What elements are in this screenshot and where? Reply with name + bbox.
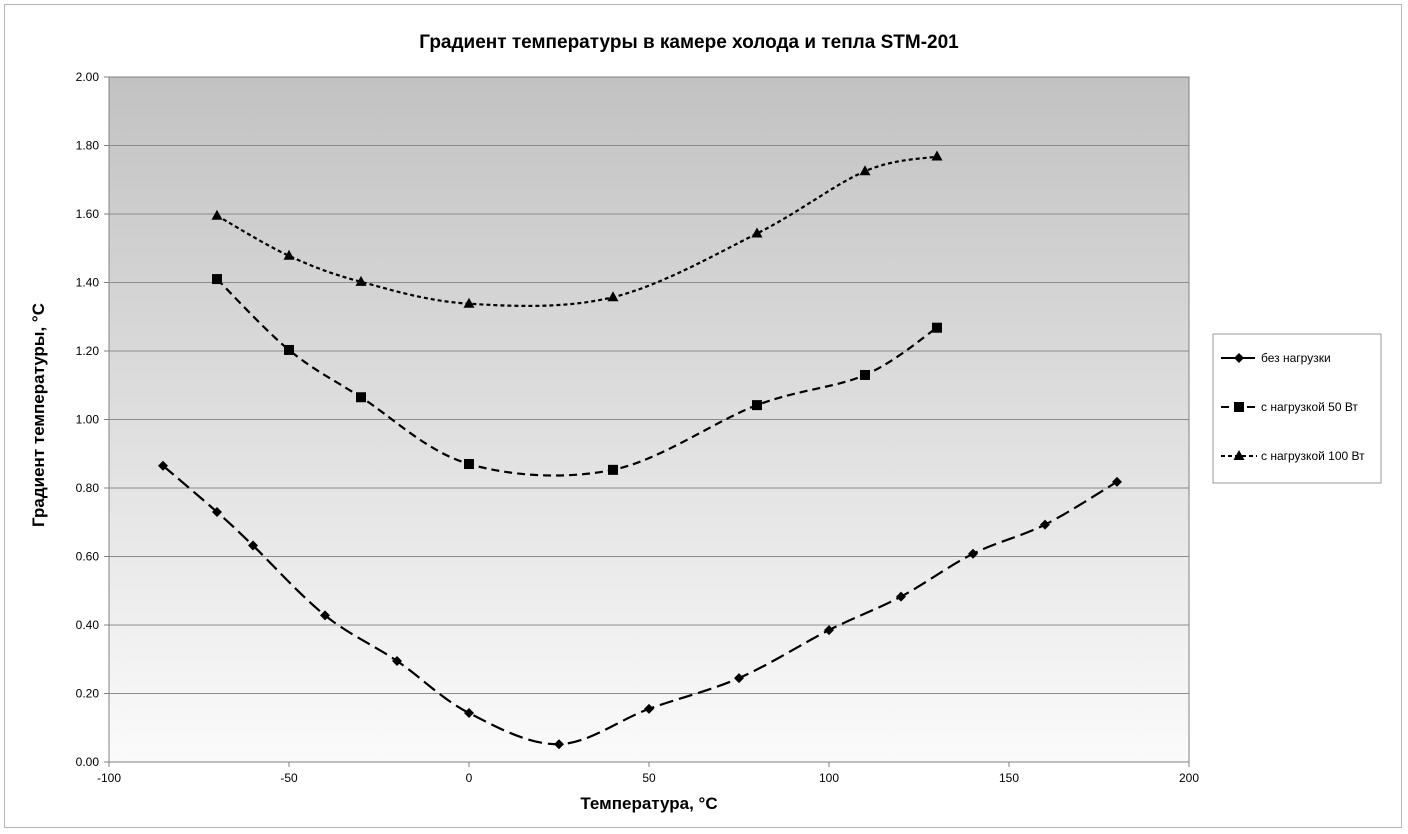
data-point bbox=[860, 369, 870, 380]
series-2 bbox=[212, 274, 942, 477]
y-tick-label: 0.00 bbox=[76, 755, 100, 769]
data-point bbox=[356, 392, 366, 403]
data-point bbox=[355, 275, 367, 286]
data-point bbox=[464, 459, 474, 470]
data-point bbox=[824, 625, 834, 636]
x-tick-label: 100 bbox=[819, 771, 839, 785]
series-layer bbox=[158, 150, 1122, 750]
chart-title: Градиент температуры в камере холода и т… bbox=[419, 32, 959, 53]
series-line bbox=[216, 155, 938, 307]
legend-label: без нагрузки bbox=[1261, 351, 1331, 365]
data-point bbox=[734, 673, 744, 684]
legend-marker bbox=[1234, 353, 1244, 363]
data-point bbox=[859, 165, 871, 176]
tick-layer: 0.00 0.20 0.40 0.60 0.80 1.00 1.20 1.40 1.60 1.80… bbox=[76, 70, 1200, 785]
series-line bbox=[162, 464, 1118, 746]
data-point bbox=[392, 655, 402, 666]
data-point bbox=[607, 291, 619, 302]
data-point bbox=[212, 506, 222, 517]
data-point bbox=[464, 708, 474, 719]
data-point bbox=[158, 460, 168, 471]
data-point bbox=[1040, 519, 1050, 530]
y-tick-label: 1.80 bbox=[76, 139, 100, 153]
legend: без нагрузки с нагрузкой 50 Вт с нагрузкой… bbox=[1212, 333, 1382, 484]
x-tick-label: 50 bbox=[642, 771, 656, 785]
x-tick-label: 200 bbox=[1179, 771, 1199, 785]
legend-items: без нагрузки с нагрузкой 50 Вт с нагрузкой… bbox=[1221, 351, 1365, 463]
y-tick-label: 0.20 bbox=[76, 687, 100, 701]
data-point bbox=[284, 344, 294, 355]
data-point bbox=[554, 739, 564, 750]
y-tick-label: 1.20 bbox=[76, 344, 100, 358]
chart-svg: Градиент температуры в камере холода и т… bbox=[29, 32, 1382, 813]
legend-label: с нагрузкой 100 Вт bbox=[1261, 449, 1365, 463]
data-point bbox=[644, 703, 654, 714]
y-tick-label: 1.60 bbox=[76, 207, 100, 221]
x-tick-label: 0 bbox=[466, 771, 473, 785]
series-3 bbox=[211, 150, 943, 308]
y-tick-label: 0.40 bbox=[76, 618, 100, 632]
y-tick-label: 0.80 bbox=[76, 481, 100, 495]
y-tick-label: 1.00 bbox=[76, 413, 100, 427]
data-point bbox=[751, 227, 763, 238]
y-tick-label: 1.40 bbox=[76, 276, 100, 290]
data-point bbox=[283, 249, 295, 260]
grid-layer bbox=[109, 145, 1189, 694]
data-point bbox=[931, 150, 943, 161]
data-point bbox=[932, 322, 942, 333]
legend-marker bbox=[1234, 402, 1244, 412]
data-point bbox=[320, 610, 330, 621]
legend-label: с нагрузкой 50 Вт bbox=[1261, 400, 1358, 414]
data-point bbox=[212, 274, 222, 285]
data-point bbox=[463, 297, 475, 308]
data-point bbox=[248, 540, 258, 551]
data-point bbox=[608, 464, 618, 475]
data-point bbox=[896, 591, 906, 602]
data-point bbox=[968, 548, 978, 559]
data-point bbox=[752, 400, 762, 411]
series-line bbox=[216, 278, 938, 477]
chart-frame: Градиент температуры в камере холода и т… bbox=[4, 4, 1402, 828]
series-1 bbox=[158, 460, 1122, 750]
x-tick-label: -50 bbox=[280, 771, 298, 785]
y-tick-label: 0.60 bbox=[76, 550, 100, 564]
x-tick-label: -100 bbox=[97, 771, 121, 785]
legend-marker bbox=[1233, 450, 1245, 460]
data-point bbox=[211, 209, 223, 220]
x-axis-title: Температура, °С bbox=[580, 794, 717, 813]
y-tick-label: 2.00 bbox=[76, 70, 100, 84]
data-point bbox=[1112, 476, 1122, 487]
y-axis-title: Градиент температуры, °С bbox=[29, 303, 48, 527]
x-tick-label: 150 bbox=[999, 771, 1019, 785]
